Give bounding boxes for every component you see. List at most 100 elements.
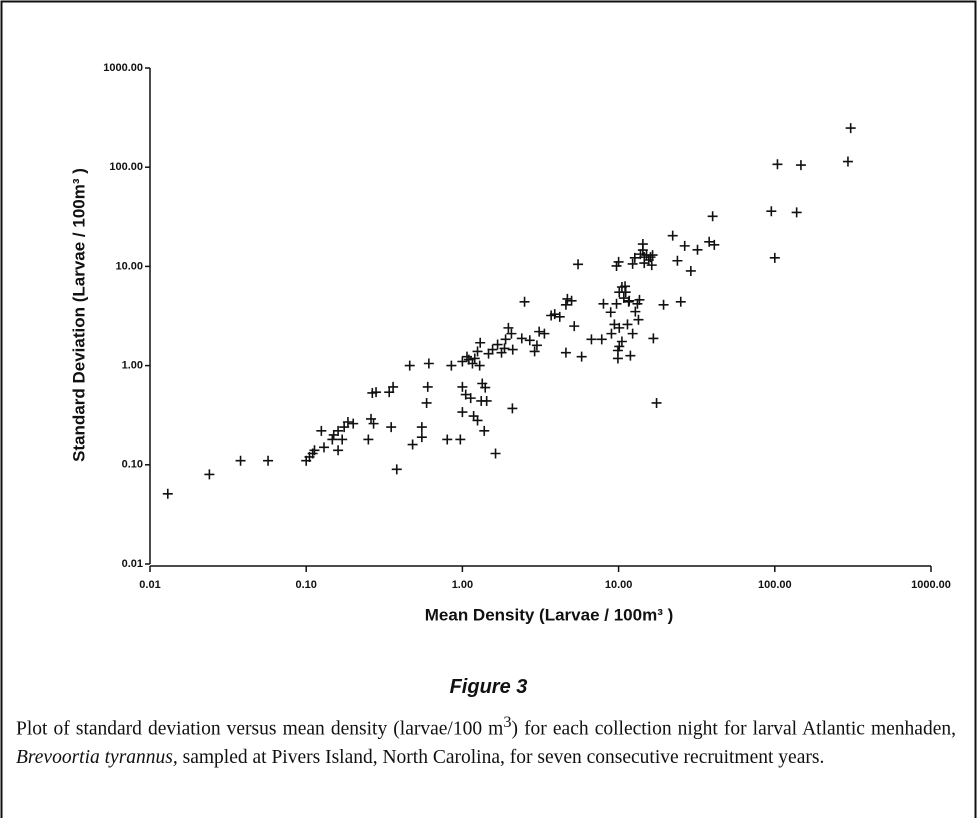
figure-label: Figure 3 <box>449 676 528 698</box>
data-point <box>363 434 374 445</box>
data-point <box>647 250 658 261</box>
data-point <box>506 328 517 339</box>
data-point <box>766 206 777 217</box>
data-point <box>566 295 577 306</box>
data-point <box>791 207 802 218</box>
data-point <box>391 464 402 475</box>
caption-text: sampled at Pivers Island, North Carolina… <box>177 746 825 768</box>
y-tick-label: 1000.00 <box>103 62 143 74</box>
data-point <box>479 425 490 436</box>
data-point <box>637 239 648 250</box>
data-point <box>388 381 399 392</box>
caption-superscript: 3 <box>503 713 512 731</box>
data-point <box>516 333 527 344</box>
data-point <box>416 432 427 443</box>
data-point <box>337 434 348 445</box>
data-point <box>384 387 395 398</box>
data-point <box>404 360 415 371</box>
data-point <box>467 358 478 369</box>
data-point <box>658 299 669 310</box>
data-point <box>576 351 587 362</box>
data-point <box>472 346 483 357</box>
data-point <box>531 340 542 351</box>
data-point <box>634 294 645 305</box>
data-point <box>707 211 718 222</box>
data-point <box>627 328 638 339</box>
data-point <box>672 255 683 266</box>
data-point <box>549 309 560 320</box>
y-tick-label: 0.01 <box>122 558 143 570</box>
data-point <box>368 418 379 429</box>
data-point <box>539 328 550 339</box>
data-point <box>507 403 518 414</box>
data-point <box>490 448 501 459</box>
data-point <box>685 265 696 276</box>
data-point <box>474 360 485 371</box>
data-point <box>560 347 571 358</box>
data-point <box>629 252 640 263</box>
data-point <box>162 488 173 499</box>
data-point <box>620 287 631 298</box>
data-point <box>507 344 518 355</box>
data-point <box>457 356 468 367</box>
x-axis-title: Mean Density (Larvae / 100m³ ) <box>425 605 673 624</box>
data-point <box>648 333 659 344</box>
data-point <box>709 239 720 250</box>
data-point <box>204 469 215 480</box>
data-point <box>842 156 853 167</box>
data-point <box>348 418 359 429</box>
x-tick-label: 1000.00 <box>911 579 951 591</box>
data-point <box>342 417 353 428</box>
data-point <box>569 321 580 332</box>
data-point <box>573 259 584 270</box>
y-tick-label: 1.00 <box>122 360 143 372</box>
data-point <box>480 382 491 393</box>
data-point <box>651 397 662 408</box>
data-point <box>503 322 514 333</box>
x-tick-label: 0.10 <box>295 579 316 591</box>
caption-species: Brevoortia tyrannus, <box>16 746 178 768</box>
data-point <box>616 336 627 347</box>
data-point <box>596 334 607 345</box>
data-point <box>769 252 780 263</box>
data-point <box>845 123 856 134</box>
data-point <box>614 322 625 333</box>
y-tick-label: 10.00 <box>115 260 143 272</box>
data-point <box>407 439 418 450</box>
data-point <box>455 434 466 445</box>
data-point <box>469 353 480 364</box>
data-point <box>316 425 327 436</box>
data-point <box>646 260 657 271</box>
data-point <box>622 319 633 330</box>
data-point <box>529 346 540 357</box>
caption-text: Plot of standard deviation versus mean d… <box>16 718 504 740</box>
data-point <box>487 344 498 355</box>
data-point <box>772 159 783 170</box>
data-point <box>645 252 656 263</box>
data-point <box>472 415 483 426</box>
data-point <box>667 230 678 241</box>
data-point <box>624 295 635 306</box>
y-tick-label: 100.00 <box>109 161 143 173</box>
data-point <box>309 445 320 456</box>
data-point <box>586 334 597 345</box>
data-point <box>421 397 432 408</box>
data-point <box>554 311 565 322</box>
data-point <box>333 445 344 456</box>
data-point <box>519 296 530 307</box>
data-point <box>339 422 350 433</box>
data-point <box>675 296 686 307</box>
data-point <box>465 393 476 404</box>
data-point <box>386 422 397 433</box>
data-point <box>630 306 641 317</box>
data-point <box>500 334 511 345</box>
data-point <box>371 387 382 398</box>
data-point <box>524 335 535 346</box>
x-tick-label: 10.00 <box>605 579 633 591</box>
y-axis-title: Standard Deviation (Larvae / 100m³ ) <box>69 168 88 462</box>
data-point <box>492 339 503 350</box>
data-point <box>562 293 573 304</box>
data-point <box>499 343 510 354</box>
